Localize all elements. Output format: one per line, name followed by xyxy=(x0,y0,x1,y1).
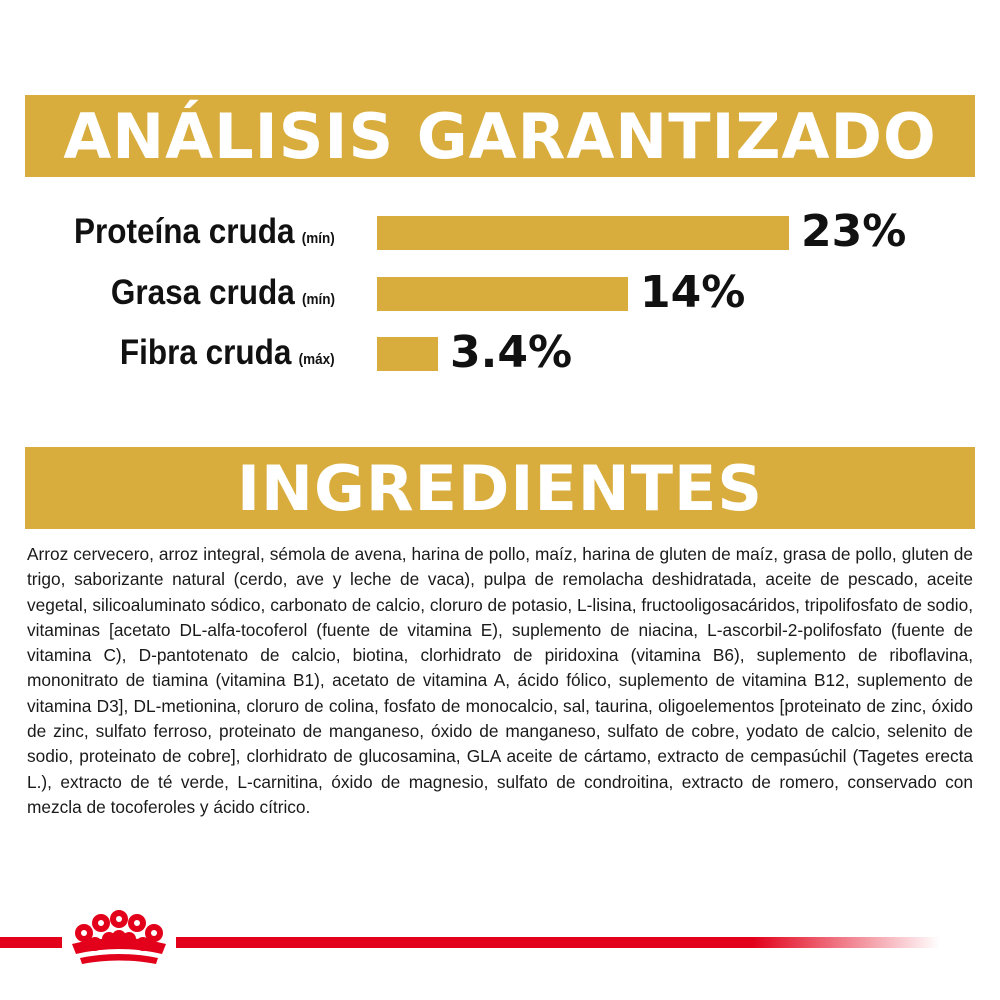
nutrient-name: Proteína cruda xyxy=(74,212,295,251)
nutrient-value: 23% xyxy=(801,206,907,257)
analysis-title-banner: ANÁLISIS GARANTIZADO xyxy=(25,95,975,177)
nutrient-bar xyxy=(377,277,628,311)
ingredients-title-banner: INGREDIENTES xyxy=(25,447,975,529)
nutrient-row-fiber: Fibra cruda (máx) 3.4% xyxy=(0,328,1000,378)
nutrient-qualifier: (mín) xyxy=(301,291,335,308)
analysis-title: ANÁLISIS GARANTIZADO xyxy=(63,99,937,173)
nutrient-value: 14% xyxy=(640,267,746,318)
footer-brand-line xyxy=(0,937,940,948)
royal-canin-crown-icon xyxy=(62,906,176,976)
nutrient-row-fat: Grasa cruda (mín) 14% xyxy=(0,268,1000,318)
nutrient-bar xyxy=(377,337,438,371)
nutrient-label: Grasa cruda (mín) xyxy=(111,268,335,318)
nutrient-label: Proteína cruda (mín) xyxy=(74,207,335,257)
nutrient-label: Fibra cruda (máx) xyxy=(120,328,335,378)
nutrient-row-protein: Proteína cruda (mín) 23% xyxy=(0,207,1000,257)
nutrient-qualifier: (mín) xyxy=(301,230,335,247)
nutrient-name: Fibra cruda xyxy=(120,333,292,372)
ingredients-title: INGREDIENTES xyxy=(236,451,763,525)
nutrient-qualifier: (máx) xyxy=(298,351,335,368)
ingredients-text: Arroz cervecero, arroz integral, sémola … xyxy=(27,544,973,817)
nutrient-bar xyxy=(377,216,789,250)
nutrient-name: Grasa cruda xyxy=(110,273,295,312)
nutrient-value: 3.4% xyxy=(450,327,573,378)
